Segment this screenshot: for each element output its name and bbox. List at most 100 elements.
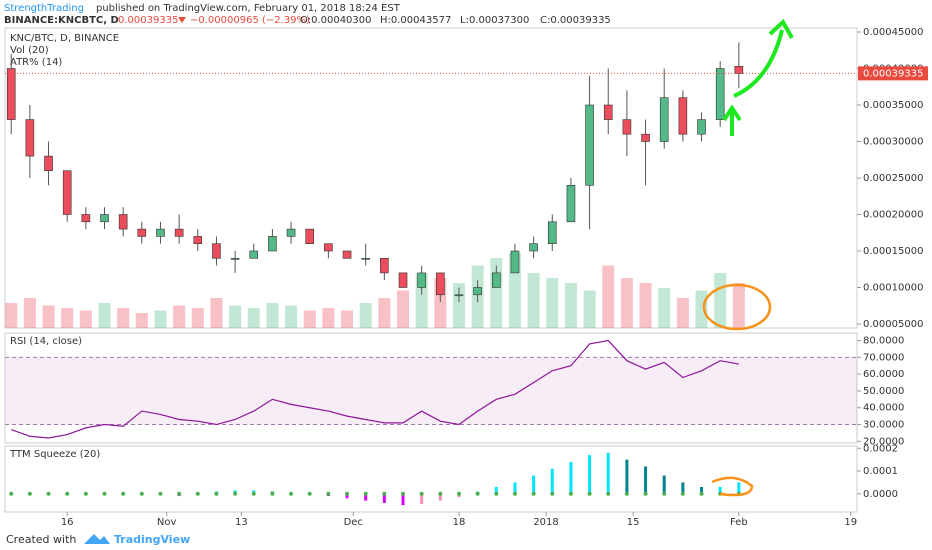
candle-body — [678, 97, 688, 135]
candle-body — [603, 104, 613, 120]
squeeze-dot — [158, 491, 163, 496]
volume-bar — [266, 303, 279, 328]
y-tick-label: 0.00025000 — [863, 173, 923, 184]
squeeze-dot — [494, 491, 499, 496]
volume-bar — [98, 303, 111, 328]
low: L:0.00037300 — [460, 15, 529, 26]
volume-bar — [359, 303, 372, 328]
squeeze-dot — [121, 491, 126, 496]
x-tick-label: 19 — [844, 517, 857, 528]
x-tick-label: Dec — [344, 517, 363, 528]
candle-body — [566, 184, 576, 223]
y-tick-label: 0.0002 — [863, 443, 898, 454]
squeeze-dot — [606, 491, 611, 496]
volume-bar — [154, 310, 167, 328]
y-tick-label: 70.0000 — [863, 352, 904, 363]
squeeze-dot — [568, 491, 573, 496]
squeeze-dot — [699, 491, 704, 496]
squeeze-dot — [438, 491, 443, 496]
y-tick-label: 80.0000 — [863, 336, 904, 347]
squeeze-dot — [195, 491, 200, 496]
squeeze-dot — [65, 491, 70, 496]
volume-bar — [452, 283, 465, 328]
volume-bar — [173, 305, 186, 328]
x-tick-label: 15 — [627, 517, 640, 528]
rsi-band — [5, 357, 857, 425]
candle-body — [380, 257, 389, 274]
candle-body — [25, 119, 35, 157]
squeeze-dot — [326, 491, 331, 496]
footer-brand[interactable]: TradingView — [114, 533, 190, 546]
candle-body — [230, 257, 240, 260]
candle-body — [193, 236, 203, 244]
candle-body — [100, 214, 109, 223]
volume-bar — [303, 310, 316, 328]
author[interactable]: StrengthTrading — [4, 3, 84, 14]
volume-bar — [378, 298, 391, 328]
candle-body — [286, 228, 296, 237]
candle-body — [715, 68, 725, 120]
volume-bar — [79, 310, 92, 328]
legend-vol: Vol (20) — [10, 45, 49, 56]
squeeze-dot — [289, 491, 294, 496]
candle-body — [342, 250, 352, 259]
volume-bar — [5, 303, 18, 328]
candle-body — [361, 257, 371, 260]
squeeze-dot — [401, 491, 406, 496]
squeeze-dot — [46, 491, 51, 496]
volume-bar — [508, 253, 521, 328]
squeeze-dot — [643, 491, 648, 496]
volume-bar — [341, 310, 354, 328]
volume-bar — [676, 298, 689, 328]
volume-bar — [620, 278, 633, 328]
candle-body — [212, 243, 221, 259]
rsi-line — [11, 339, 739, 439]
squeeze-dot — [270, 491, 275, 496]
squeeze-dot — [214, 491, 219, 496]
candle-body — [734, 66, 744, 74]
squeeze-dot — [177, 491, 182, 496]
volume-bar — [564, 283, 577, 328]
footer-created: Created with — [6, 533, 76, 546]
candle-body — [137, 228, 147, 237]
volume-bar — [23, 298, 36, 328]
open: O:0.00040300 — [300, 15, 372, 26]
volume-bar — [210, 298, 223, 328]
rsi-pane — [4, 332, 858, 444]
candle-body — [585, 104, 594, 186]
y-tick-label: 0.00015000 — [863, 246, 923, 257]
volume-bar — [61, 308, 74, 328]
y-tick-label: 0.00020000 — [863, 209, 923, 220]
y-tick-label: 0.00010000 — [863, 282, 923, 293]
volume-bar — [658, 288, 671, 328]
squeeze-dot — [9, 491, 14, 496]
volume-bar — [639, 283, 652, 328]
candle-body — [697, 119, 706, 135]
candle-body — [6, 68, 16, 120]
y-tick-label: 50.0000 — [863, 386, 904, 397]
squeeze-dot — [419, 491, 424, 496]
squeeze-dot — [251, 491, 256, 496]
x-tick-label: Feb — [730, 517, 748, 528]
candle-body — [398, 272, 408, 288]
x-tick-label: 16 — [61, 517, 74, 528]
volume-bar — [229, 305, 242, 328]
squeeze-dot — [662, 491, 667, 496]
candle-body — [249, 250, 259, 259]
candle-body — [324, 243, 333, 252]
candle-body — [510, 250, 520, 274]
change: −0.00000965 (−2.39%) — [190, 15, 310, 26]
x-tick-label: 13 — [235, 517, 248, 528]
squeeze-dot — [83, 491, 88, 496]
logo — [84, 534, 110, 544]
volume-bar — [135, 313, 148, 328]
volume-bar — [527, 273, 540, 328]
volume-bar — [397, 290, 410, 328]
y-tick-label: 20.0000 — [863, 436, 904, 447]
squeeze-dot — [102, 491, 107, 496]
squeeze-dot — [363, 491, 368, 496]
volume-bar — [602, 265, 615, 328]
candle-body — [156, 228, 165, 237]
candle-body — [491, 272, 501, 288]
